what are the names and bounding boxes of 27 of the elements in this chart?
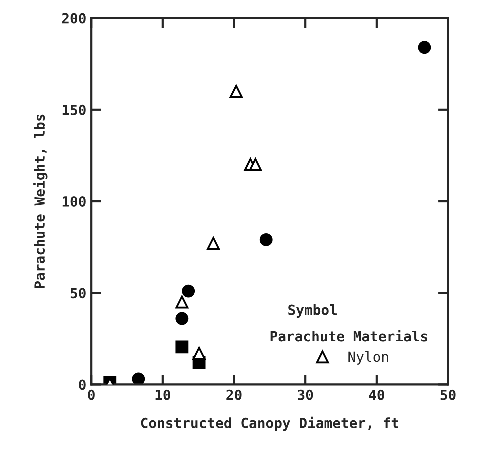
point [192,347,206,360]
point [176,340,189,354]
point [249,158,262,172]
y-tick-label: 150 [62,104,86,116]
y-tick-label: 200 [62,13,86,24]
y-tick-label: 100 [62,196,86,207]
x-tick-label: 20 [226,390,242,400]
x-tick-label: 50 [440,390,456,400]
point [132,372,146,385]
annotation: Symbol [288,304,337,318]
x-axis-title: Constructed Canopy Diameter, ft [141,416,398,432]
point [418,41,432,54]
point [176,312,189,326]
point [260,234,273,246]
legend-label: Nylon [348,351,388,365]
y-tick-label: 50 [70,288,86,299]
x-tick-label: 10 [156,390,170,400]
x-tick-label: 0 [88,390,95,400]
legend-title: Parachute Materials [270,330,428,342]
point [207,237,220,250]
y-tick-label: 0 [79,380,86,390]
point [182,284,196,298]
point [230,85,243,98]
x-tick-label: 30 [298,390,314,400]
y-axis-title: Parachute Weight, lbs [34,114,48,288]
point [176,296,189,309]
x-tick-label: 40 [369,390,384,400]
